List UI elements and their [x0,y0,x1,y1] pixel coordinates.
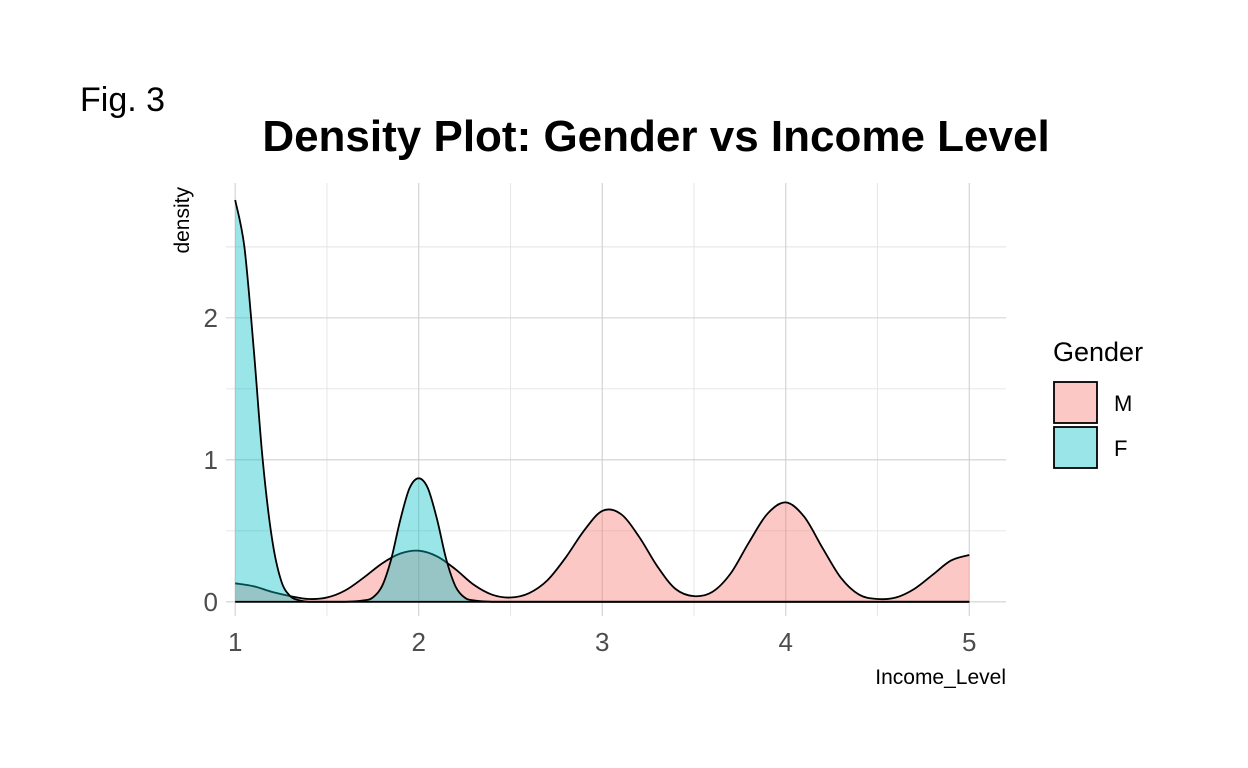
chart-title: Density Plot: Gender vs Income Level [262,112,1049,161]
x-tick-label: 4 [779,627,793,657]
legend-item-f: F [1053,426,1127,469]
legend: Gender MF [1053,337,1143,469]
series-m [235,501,970,602]
density-line-m [235,501,970,601]
legend-key-f [1053,426,1098,469]
legend-key-m [1053,381,1098,424]
x-tick-label: 5 [962,627,976,657]
series-layer [234,199,970,603]
density-area-f [235,200,970,602]
x-tick-label: 1 [228,627,242,657]
legend-items: MF [1053,381,1132,469]
x-tick-label: 3 [595,627,609,657]
minor-gridlines-x [326,183,878,616]
y-axis-title: density [171,187,194,254]
major-gridlines-x [234,183,970,616]
y-axis-ticks: 0 1 2 [204,303,218,617]
x-axis-title: Income_Level [875,666,1006,689]
minor-gridlines-y [226,246,1006,532]
legend-label-f: F [1114,436,1127,461]
x-axis-ticks: 1 2 3 4 5 [228,627,977,657]
density-area-m [235,502,970,602]
y-tick-label: 2 [204,303,218,333]
x-tick-label: 2 [411,627,425,657]
y-tick-label: 1 [204,445,218,475]
y-tick-label: 0 [204,587,218,617]
legend-label-m: M [1114,391,1132,416]
figure-label: Fig. 3 [80,81,165,119]
legend-title: Gender [1053,337,1143,367]
legend-item-m: M [1053,381,1132,424]
